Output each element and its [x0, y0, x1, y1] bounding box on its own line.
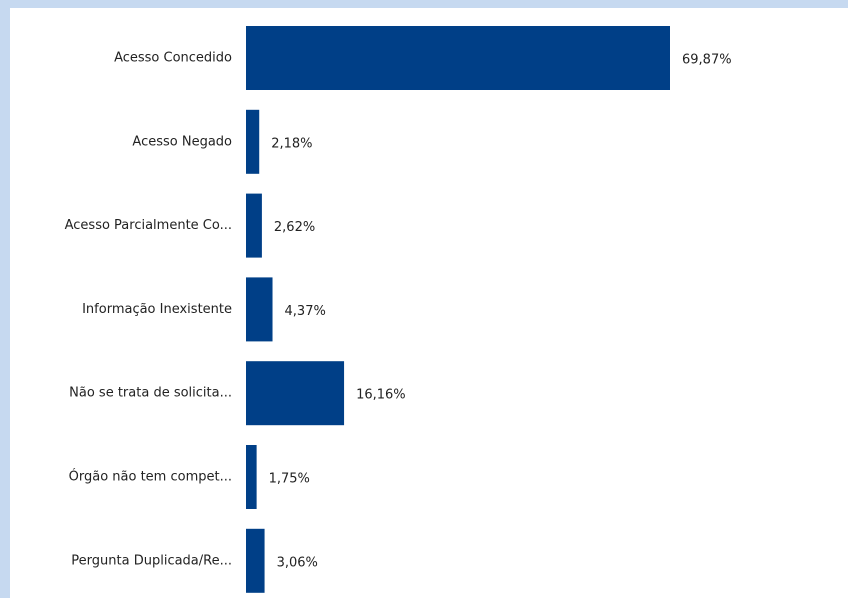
category-label: Acesso Parcialmente Co...	[65, 218, 232, 233]
value-label: 69,87%	[682, 53, 732, 68]
bar	[246, 26, 670, 90]
value-label: 1,75%	[269, 472, 310, 487]
value-label: 3,06%	[277, 555, 318, 570]
bar	[246, 361, 345, 426]
bar	[246, 109, 260, 174]
category-label: Acesso Concedido	[114, 51, 232, 66]
category-label: Órgão não tem compet...	[69, 469, 232, 485]
bar	[246, 528, 265, 593]
value-label: 16,16%	[356, 388, 406, 403]
bar	[246, 445, 257, 509]
value-label: 2,18%	[271, 136, 312, 151]
category-label: Pergunta Duplicada/Re...	[71, 553, 232, 568]
category-label: Não se trata de solicita...	[69, 386, 232, 401]
value-label: 4,37%	[285, 304, 326, 319]
value-label: 2,62%	[274, 220, 315, 235]
bar	[246, 277, 273, 342]
bar	[246, 193, 262, 258]
chart-panel	[10, 8, 848, 598]
category-label: Informação Inexistente	[82, 302, 232, 317]
category-label: Acesso Negado	[132, 134, 232, 149]
